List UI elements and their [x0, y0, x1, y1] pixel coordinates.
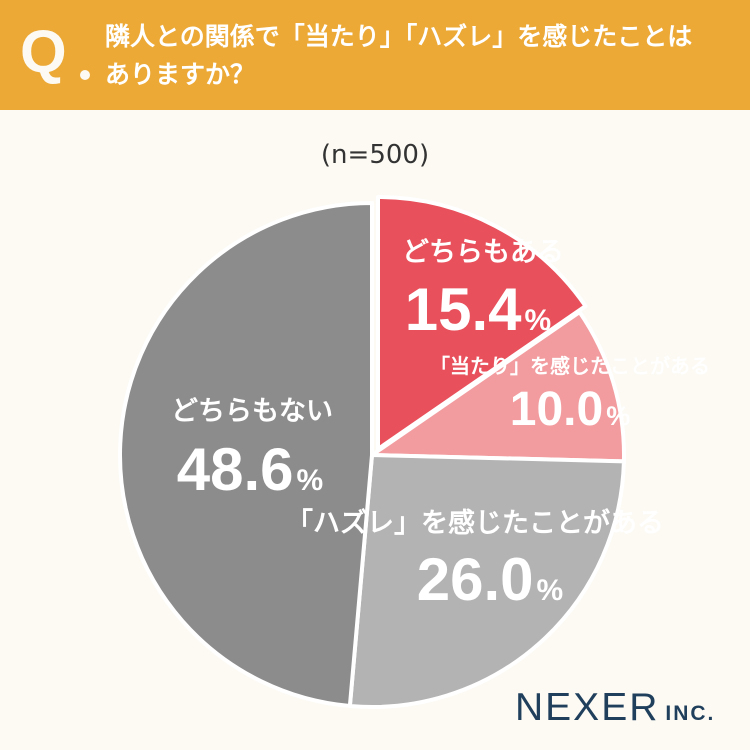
- slice-value-hazure: 26.0%: [417, 546, 563, 613]
- pie-slice-neither: [118, 201, 374, 709]
- slice-value-neither: 48.6%: [177, 436, 323, 503]
- slice-value-atari: 10.0%: [510, 383, 630, 436]
- sample-size: (n=500): [320, 140, 430, 170]
- pie-slice-hazure: [347, 453, 626, 709]
- brand-suffix: INC.: [665, 702, 716, 725]
- pie-slice-atari: [370, 310, 626, 464]
- slice-label-hazure: 「ハズレ」を感じたことがある: [286, 507, 664, 539]
- slice-label-neither: どちらもない: [171, 396, 333, 427]
- slice-label-both: どちらもある: [402, 237, 564, 268]
- question-text-line1: 隣人との関係で「当たり」「ハズレ」を感じたことは: [105, 22, 693, 51]
- question-text-line2: ありますか？: [105, 60, 256, 89]
- question-dot: [80, 70, 90, 80]
- slice-value-both: 15.4%: [405, 276, 551, 343]
- question-mark: Q: [20, 18, 67, 85]
- brand-logo: NEXER INC.: [515, 686, 715, 730]
- pie-slice-both: [376, 195, 588, 451]
- question-header: Q 隣人との関係で「当たり」「ハズレ」を感じたことは ありますか？: [0, 0, 750, 110]
- slice-label-atari: 「当たり」を感じたことがある: [430, 354, 710, 378]
- brand-name: NEXER: [515, 686, 660, 729]
